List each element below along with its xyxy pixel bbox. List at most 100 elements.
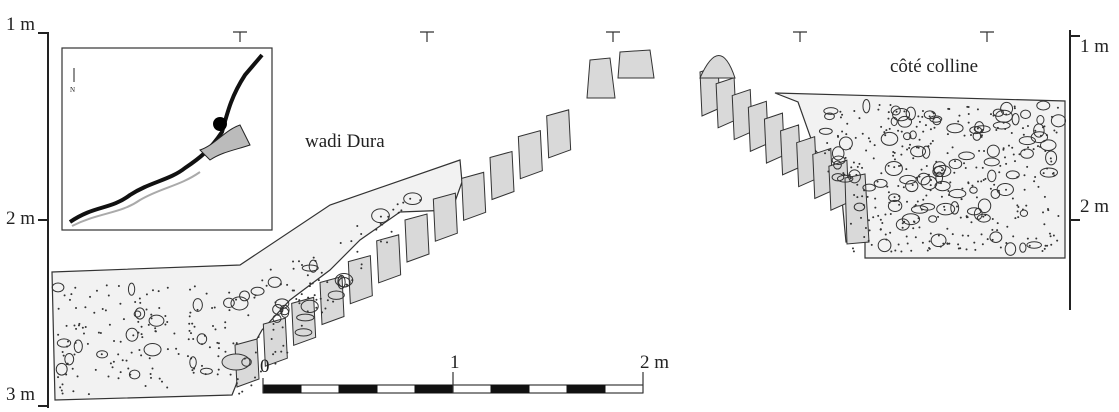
grain	[870, 243, 873, 246]
pebble	[884, 160, 903, 176]
grain	[379, 222, 382, 225]
grain	[224, 326, 227, 329]
grain	[108, 323, 111, 326]
pebble	[337, 274, 346, 290]
grain	[140, 333, 143, 336]
grain	[901, 222, 904, 225]
grain	[881, 221, 884, 224]
pebble	[973, 207, 983, 220]
grain	[232, 342, 235, 345]
grain	[320, 271, 323, 274]
grain	[1027, 146, 1030, 149]
grain	[925, 165, 928, 168]
grain	[1011, 197, 1014, 200]
grain	[309, 282, 312, 285]
grain	[300, 324, 303, 327]
grain	[851, 247, 854, 250]
pebble	[279, 304, 290, 316]
grain	[1026, 165, 1029, 168]
grain	[315, 306, 318, 309]
grain	[111, 366, 114, 369]
grain	[846, 122, 849, 125]
grain	[914, 236, 917, 239]
pebble	[895, 218, 910, 231]
pebble	[890, 116, 898, 127]
grain	[59, 386, 62, 389]
grain	[151, 367, 154, 370]
inset-river-edge	[71, 171, 201, 227]
grain	[1043, 125, 1046, 128]
grain	[1016, 204, 1019, 207]
grain	[1050, 160, 1053, 163]
grain	[849, 177, 852, 180]
grain	[62, 354, 65, 357]
pebble	[899, 174, 917, 185]
grain	[360, 232, 363, 235]
grain	[379, 215, 382, 218]
grain	[1005, 188, 1008, 191]
grain	[928, 240, 931, 243]
grain	[852, 250, 855, 253]
grain	[175, 347, 178, 350]
grain	[300, 264, 303, 267]
pebble	[902, 132, 912, 141]
grain	[1007, 144, 1010, 147]
pebble	[148, 314, 165, 327]
grain	[868, 229, 871, 232]
grain	[1005, 113, 1008, 116]
grain	[1034, 129, 1037, 132]
grain	[854, 136, 857, 139]
grain	[976, 108, 979, 111]
grain	[906, 148, 909, 151]
grain	[893, 151, 896, 154]
grain	[864, 227, 867, 230]
grain	[211, 307, 214, 310]
grain	[1017, 205, 1020, 208]
grain	[841, 130, 844, 133]
grain	[81, 326, 84, 329]
grain	[387, 215, 390, 218]
stone	[262, 317, 288, 367]
scale-segment	[338, 384, 378, 394]
grain	[192, 371, 195, 374]
grain	[149, 372, 152, 375]
grain	[101, 308, 104, 311]
grain	[313, 294, 316, 297]
pebble	[910, 145, 927, 158]
pebble	[192, 298, 203, 312]
pebble	[989, 231, 1003, 243]
pebble	[133, 310, 142, 318]
pebble	[1026, 241, 1042, 249]
grain	[989, 113, 992, 116]
grain	[965, 248, 968, 251]
grain	[929, 184, 932, 187]
grain	[1043, 223, 1046, 226]
axis-label: 1 m	[1080, 36, 1109, 57]
pebble	[969, 126, 983, 135]
grain	[94, 368, 97, 371]
grain	[308, 285, 311, 288]
grain	[356, 225, 359, 228]
grain	[874, 206, 877, 209]
axis-label: 2 m	[1080, 196, 1109, 217]
grain	[191, 322, 194, 325]
grain	[272, 323, 275, 326]
grain	[982, 215, 985, 218]
grain	[879, 218, 882, 221]
grain	[217, 342, 220, 345]
grain	[130, 351, 133, 354]
grain	[196, 308, 199, 311]
grain	[961, 187, 964, 190]
grain	[912, 157, 915, 160]
grain	[976, 180, 979, 183]
grain	[319, 297, 322, 300]
pebble	[838, 136, 853, 151]
inset-site	[213, 117, 227, 131]
pebble	[327, 290, 345, 300]
grain	[1023, 174, 1026, 177]
grain	[57, 333, 60, 336]
grain	[282, 344, 285, 347]
pebble	[1050, 114, 1067, 128]
grain	[213, 306, 216, 309]
